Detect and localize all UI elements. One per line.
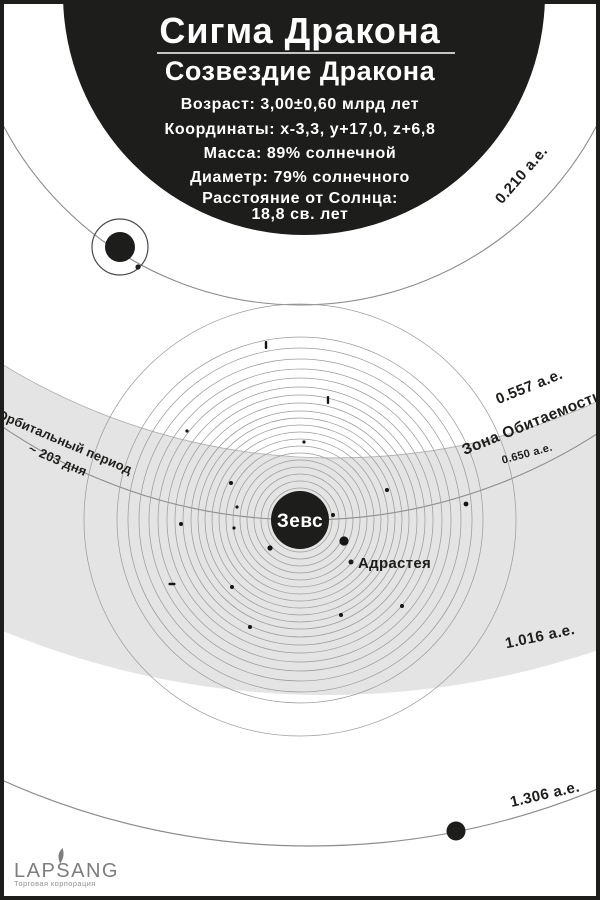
- moon-dot: [267, 545, 273, 551]
- moon-ring: [267, 487, 333, 553]
- moon-ring: [239, 459, 361, 581]
- moon-ring: [166, 386, 434, 654]
- stat-distance-value: 18,8 св. лет: [252, 206, 349, 223]
- moon-adrasteia-label: Адрастея: [358, 555, 431, 572]
- large-moon-dot: [339, 536, 349, 546]
- moon-ring: [253, 473, 347, 567]
- moon-ring: [218, 438, 382, 602]
- header-star-card: Сигма Дракона Созвездие Дракона Возраст:…: [63, 0, 545, 235]
- zeus-moon-dots: [168, 341, 469, 629]
- header-star-disc: [63, 0, 545, 235]
- planet-zeus-label: Зевс: [277, 511, 323, 532]
- moon-dot: [232, 526, 236, 530]
- moon-dot: [179, 522, 183, 526]
- moon-tick: [168, 582, 176, 586]
- moon-ring: [138, 358, 462, 682]
- orbit-arc-1306: [0, 778, 600, 847]
- moon-ring: [190, 410, 410, 630]
- moon-dot: [331, 513, 335, 517]
- brand-logo: LAPSANG Торговая корпорация: [14, 848, 119, 888]
- moon-ring: [83, 303, 517, 737]
- moon-adrasteia-dot: [348, 559, 354, 565]
- stat-age: Возраст: 3,00±0,60 млрд лет: [181, 96, 419, 113]
- moon-dot: [302, 440, 306, 444]
- moon-ring: [246, 466, 354, 574]
- moon-ring: [197, 417, 403, 623]
- moon-dot: [463, 501, 469, 507]
- brand-tagline: Торговая корпорация: [14, 879, 96, 888]
- stat-mass: Масса: 89% солнечной: [204, 145, 397, 162]
- zeus-moon-rings: [83, 303, 517, 737]
- stat-coordinates: Координаты: x-3,3, y+17,0, z+6,8: [165, 121, 436, 138]
- moon-dot: [230, 585, 234, 589]
- moon-ring: [127, 347, 473, 693]
- moon-ring: [116, 336, 484, 704]
- moon-ring: [148, 368, 452, 672]
- moon-dot: [185, 429, 189, 433]
- moon-ring: [211, 431, 389, 609]
- moon-ring: [174, 394, 426, 646]
- inner-planet-group: [91, 218, 149, 276]
- moon-dot: [400, 604, 404, 608]
- stat-distance-label: Расстояние от Солнца:: [202, 190, 398, 207]
- inner-planet-moon-dot: [135, 264, 141, 270]
- planet-zeus-disc: [271, 491, 329, 549]
- leaf-stem: [59, 848, 63, 865]
- moon-dot: [385, 488, 389, 492]
- brand-name: LAPSANG: [14, 860, 119, 882]
- moon-dot: [229, 481, 233, 485]
- stat-diameter: Диаметр: 79% солнечного: [190, 169, 410, 186]
- moon-ring: [225, 445, 375, 595]
- page-subtitle: Созвездие Дракона: [165, 56, 436, 86]
- moon-ring: [204, 424, 396, 616]
- moon-dot: [248, 625, 252, 629]
- moon-dot: [339, 613, 343, 617]
- orbit-arc-0210: [0, 117, 600, 306]
- moon-ring: [182, 402, 418, 638]
- moon-ring: [157, 377, 443, 663]
- outer-planet-disc: [446, 821, 466, 841]
- page-title: Сигма Дракона: [159, 10, 440, 51]
- moon-ring: [260, 480, 340, 560]
- moon-dot: [235, 505, 239, 509]
- moon-ring: [232, 452, 368, 588]
- moon-tick: [264, 341, 268, 349]
- inner-planet-disc: [105, 232, 135, 262]
- moon-tick: [326, 396, 330, 404]
- inner-planet-highlight-ring: [91, 218, 149, 276]
